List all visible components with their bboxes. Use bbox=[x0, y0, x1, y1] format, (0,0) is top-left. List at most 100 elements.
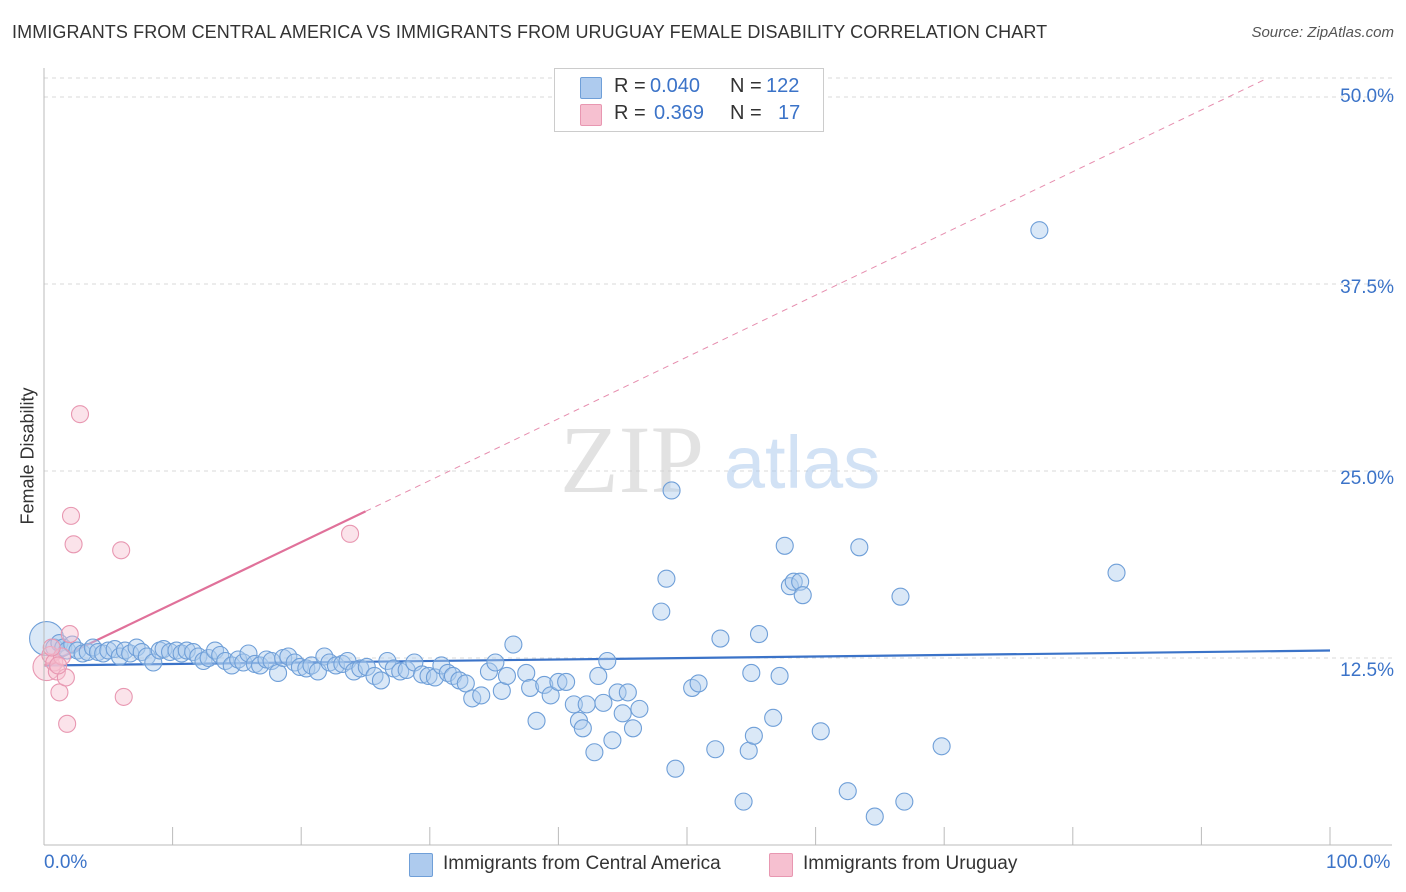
data-point-central-america bbox=[479, 662, 499, 681]
data-point-central-america bbox=[865, 807, 884, 826]
trend-line-uruguay bbox=[43, 510, 366, 667]
data-point-central-america bbox=[549, 672, 568, 691]
data-point-central-america bbox=[229, 650, 248, 669]
y-tick-label: 25.0% bbox=[1340, 468, 1394, 489]
data-point-central-america bbox=[527, 711, 546, 730]
data-point-uruguay bbox=[114, 687, 133, 706]
data-point-central-america bbox=[564, 695, 583, 714]
data-point-central-america bbox=[764, 708, 783, 727]
data-point-central-america bbox=[838, 782, 857, 801]
x-tick-label-min: 0.0% bbox=[44, 852, 88, 873]
data-point-central-america bbox=[793, 586, 812, 605]
data-point-central-america bbox=[378, 651, 397, 671]
legend-r-label: R = bbox=[614, 102, 646, 124]
data-point-uruguay bbox=[70, 405, 90, 424]
legend-label-uruguay: Immigrants from Uruguay bbox=[803, 853, 1018, 874]
data-point-central-america bbox=[504, 635, 523, 654]
legend-n-value: 122 bbox=[766, 75, 800, 97]
data-point-central-america bbox=[613, 704, 632, 723]
data-point-central-america bbox=[177, 641, 196, 660]
data-point-central-america bbox=[791, 572, 810, 591]
series-legend: Immigrants from Central America Immigran… bbox=[0, 852, 1406, 878]
data-point-central-america bbox=[594, 693, 613, 712]
data-point-central-america bbox=[486, 653, 505, 672]
data-point-central-america bbox=[623, 719, 643, 738]
legend-r-label: R = bbox=[614, 75, 646, 97]
data-point-uruguay bbox=[50, 683, 69, 702]
data-point-central-america bbox=[711, 629, 730, 648]
legend-r-value: 0.369 bbox=[654, 102, 705, 124]
data-point-central-america bbox=[850, 538, 869, 557]
data-point-central-america bbox=[211, 645, 230, 665]
data-point-central-america bbox=[630, 699, 649, 718]
data-point-central-america bbox=[784, 572, 803, 591]
data-point-central-america bbox=[110, 647, 129, 666]
data-point-central-america bbox=[662, 481, 681, 500]
data-point-central-america bbox=[598, 651, 617, 671]
legend-swatch-blue bbox=[409, 853, 433, 877]
trend-layer bbox=[43, 78, 1331, 667]
data-point-uruguay bbox=[42, 638, 61, 657]
legend-swatch-pink bbox=[580, 104, 602, 126]
legend-swatch-pink bbox=[769, 853, 793, 877]
data-point-central-america bbox=[657, 569, 676, 588]
data-point-central-america bbox=[1030, 221, 1049, 240]
data-point-central-america bbox=[618, 683, 637, 702]
data-point-uruguay bbox=[341, 524, 360, 543]
legend-n-label: N = bbox=[730, 75, 762, 97]
data-point-central-america bbox=[689, 674, 708, 693]
data-point-central-america bbox=[775, 536, 794, 555]
data-point-central-america bbox=[419, 666, 438, 686]
data-point-central-america bbox=[734, 792, 753, 811]
legend-swatch-blue bbox=[580, 77, 602, 99]
watermark-atlas: atlas bbox=[724, 421, 880, 504]
data-point-central-america bbox=[706, 740, 725, 759]
data-point-central-america bbox=[535, 675, 554, 694]
data-point-central-america bbox=[541, 686, 560, 705]
data-point-uruguay bbox=[64, 535, 83, 554]
legend-r-value: 0.040 bbox=[650, 75, 701, 97]
chart-source: Source: ZipAtlas.com bbox=[1251, 24, 1394, 41]
data-point-central-america bbox=[573, 719, 592, 738]
correlation-legend-box: R = 0.040 N = 122 R = 0.369 N = 17 bbox=[554, 68, 824, 132]
data-point-uruguay bbox=[58, 714, 77, 733]
data-point-central-america bbox=[521, 678, 540, 697]
data-point-central-america bbox=[432, 656, 451, 675]
data-point-uruguay bbox=[61, 506, 81, 525]
watermark: ZIP atlas bbox=[560, 406, 880, 513]
data-point-uruguay bbox=[112, 541, 131, 560]
data-point-central-america bbox=[63, 635, 82, 654]
data-point-central-america bbox=[652, 602, 671, 621]
data-point-central-america bbox=[456, 674, 475, 693]
data-point-uruguay bbox=[52, 647, 72, 666]
data-point-central-america bbox=[290, 657, 309, 677]
data-point-central-america bbox=[297, 659, 316, 678]
y-axis-label: Female Disability bbox=[17, 387, 38, 525]
data-point-central-america bbox=[371, 671, 390, 690]
y-tick-label: 50.0% bbox=[1340, 86, 1394, 107]
y-tick-label: 12.5% bbox=[1340, 660, 1394, 681]
y-tick-label: 37.5% bbox=[1340, 277, 1394, 298]
data-point-uruguay bbox=[49, 656, 68, 675]
chart-title: IMMIGRANTS FROM CENTRAL AMERICA VS IMMIG… bbox=[12, 22, 1048, 42]
data-point-central-america bbox=[391, 662, 410, 681]
data-point-central-america bbox=[895, 792, 914, 811]
data-point-central-america bbox=[497, 666, 517, 686]
data-point-central-america bbox=[891, 587, 910, 606]
data-point-central-america bbox=[239, 644, 258, 663]
data-point-central-america bbox=[557, 672, 576, 691]
data-point-central-america bbox=[517, 663, 536, 683]
data-point-central-america bbox=[744, 726, 763, 745]
data-point-central-america bbox=[608, 683, 627, 702]
points-layer bbox=[29, 221, 1126, 826]
legend-label-central-america: Immigrants from Central America bbox=[443, 853, 721, 874]
data-point-central-america bbox=[351, 659, 370, 678]
data-point-central-america bbox=[749, 625, 769, 644]
axis-layer bbox=[43, 68, 1392, 846]
data-point-central-america bbox=[194, 651, 213, 671]
data-point-central-america bbox=[742, 663, 761, 683]
data-point-central-america bbox=[585, 743, 604, 762]
data-point-central-america bbox=[1107, 563, 1126, 582]
data-point-central-america bbox=[326, 656, 345, 675]
